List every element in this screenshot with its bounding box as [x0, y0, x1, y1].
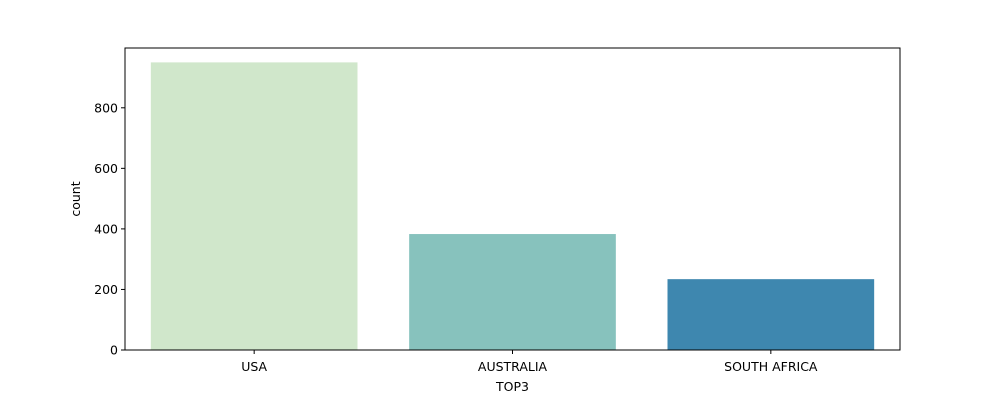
x-axis-label: TOP3	[495, 379, 529, 394]
plot-frame	[124, 47, 901, 351]
bar-australia	[409, 234, 616, 350]
x-tick-label: USA	[241, 359, 267, 374]
bar-south-africa	[667, 279, 875, 350]
y-tick-label: 400	[94, 221, 118, 236]
y-tick-label: 0	[110, 343, 118, 358]
y-tick-label: 200	[94, 282, 118, 297]
y-tick-label: 600	[94, 161, 118, 176]
x-axis: USA AUSTRALIA SOUTH AFRICA	[241, 350, 818, 374]
y-axis: 0 200 400 600 800	[94, 100, 125, 358]
x-tick-label: SOUTH AFRICA	[724, 359, 818, 374]
x-tick-label: AUSTRALIA	[478, 359, 548, 374]
bar-usa	[150, 62, 358, 350]
bars-group	[150, 62, 875, 350]
y-tick-label: 800	[94, 100, 118, 115]
y-axis-label: count	[68, 181, 83, 216]
